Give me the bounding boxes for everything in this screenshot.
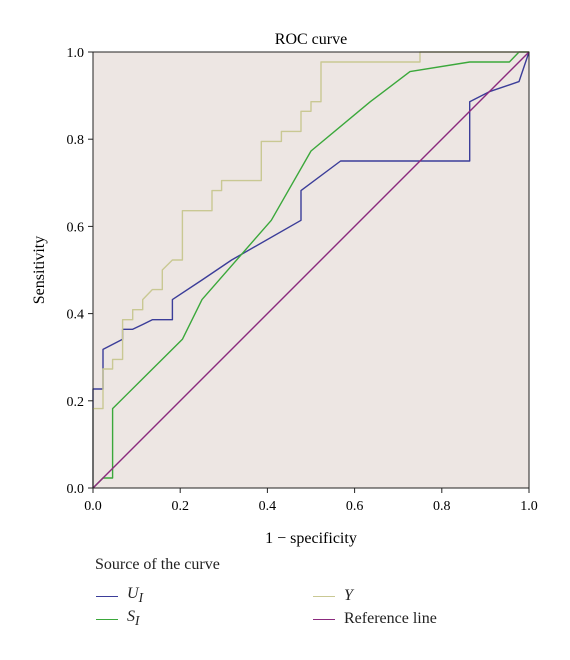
plot-frame [92,51,530,489]
x-axis-label: 1 − specificity [265,530,357,547]
legend-item-s: SI [96,608,140,629]
series-line-u [92,51,530,488]
legend-label-s: SI [127,608,140,629]
series-line-y [92,51,529,488]
x-tick-label: 0.8 [433,499,451,514]
y-tick-label: 0.4 [67,308,85,323]
series-line-s [92,51,529,489]
chart-title: ROC curve [275,31,347,48]
series-layer [92,51,530,489]
y-tick-label: 0.2 [67,395,85,410]
x-tick-label: 0.6 [346,499,364,514]
legend-swatch-reference [313,618,335,620]
legend-item-reference: Reference line [313,609,437,629]
series-line-reference-line [92,51,530,489]
y-tick-label: 0.6 [67,220,85,235]
x-axis-ticks: 0.0 0.2 0.4 0.6 0.8 1.0 [84,488,538,514]
legend-swatch-u [96,595,118,597]
y-axis-label: Sensitivity [31,236,48,304]
x-tick-label: 1.0 [520,499,538,514]
y-tick-label: 0.0 [67,482,85,497]
legend-item-u: UI [96,585,144,606]
legend-label-u: UI [127,585,144,606]
legend-swatch-y [313,595,335,597]
legend-title: Source of the curve [95,556,220,573]
legend-item-y: Y [313,586,353,606]
legend-swatch-s [96,618,118,620]
x-tick-label: 0.2 [171,499,189,514]
y-tick-label: 1.0 [67,46,85,61]
legend-label-reference: Reference line [344,610,437,627]
y-axis-ticks: 0.0 0.2 0.4 0.6 0.8 1.0 [67,46,93,497]
x-tick-label: 0.0 [84,499,102,514]
x-tick-label: 0.4 [259,499,277,514]
y-tick-label: 0.8 [67,133,85,148]
legend-label-y: Y [344,587,353,604]
